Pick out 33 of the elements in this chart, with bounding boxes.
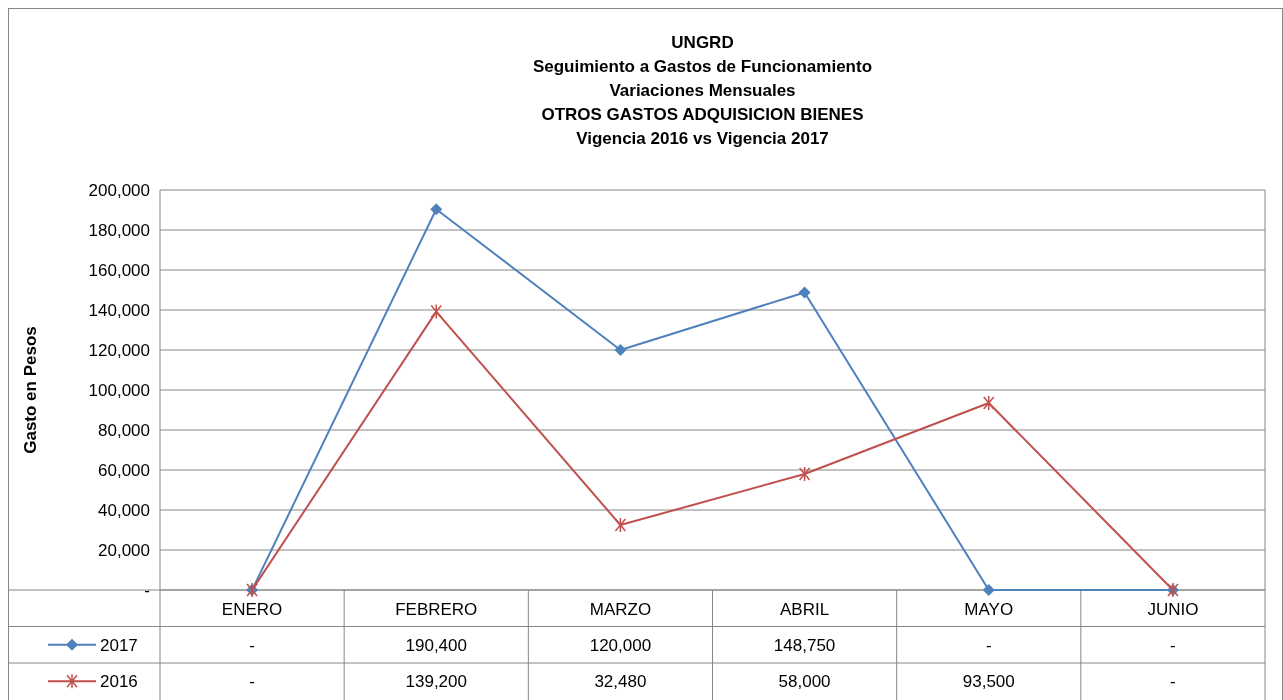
data-label: 32,480 bbox=[594, 672, 647, 692]
data-label: 58,000 bbox=[778, 672, 831, 692]
data-label: - bbox=[1170, 635, 1176, 655]
data-label: 148,750 bbox=[773, 635, 836, 655]
x-tick-label: MARZO bbox=[589, 600, 652, 619]
x-tick-label: ENERO bbox=[221, 600, 283, 619]
y-tick-label: 80,000 bbox=[98, 421, 150, 440]
chart-title: UNGRD Seguimiento a Gastos de Funcionamiento Variaciones Mensuales OTROS GASTOS ADQUISICION BIENES Vigencia 2016 vs Vigencia 2017 bbox=[532, 33, 873, 148]
x-tick-label: JUNIO bbox=[1147, 600, 1199, 619]
data-label: - bbox=[249, 635, 255, 655]
y-tick-label: 20,000 bbox=[98, 541, 150, 560]
data-label: 190,400 bbox=[405, 635, 467, 655]
data-label: 120,000 bbox=[589, 635, 652, 655]
y-tick-label: 100,000 bbox=[88, 381, 150, 400]
y-tick-label: 200,000 bbox=[88, 181, 150, 200]
y-axis-title: Gasto en Pesos bbox=[21, 326, 40, 454]
y-tick-label: 140,000 bbox=[88, 301, 150, 320]
data-label: 93,500 bbox=[962, 672, 1015, 692]
x-tick-label: FEBRERO bbox=[395, 600, 478, 619]
data-label: - bbox=[985, 635, 992, 655]
data-label: 139,200 bbox=[405, 672, 467, 692]
y-tick-label: 60,000 bbox=[98, 461, 150, 480]
data-label: - bbox=[249, 672, 255, 692]
data-label: - bbox=[1170, 672, 1176, 692]
x-tick-label: ABRIL bbox=[780, 600, 830, 619]
legend-label: 2017 bbox=[100, 635, 138, 655]
x-tick-label: MAYO bbox=[964, 600, 1014, 619]
y-tick-label: 40,000 bbox=[98, 501, 150, 520]
y-tick-label: 180,000 bbox=[88, 221, 150, 240]
y-tick-label: 160,000 bbox=[88, 261, 150, 280]
y-tick-label: 120,000 bbox=[88, 341, 150, 360]
y-tick-label: - bbox=[144, 581, 150, 600]
legend-label: 2016 bbox=[100, 672, 138, 692]
